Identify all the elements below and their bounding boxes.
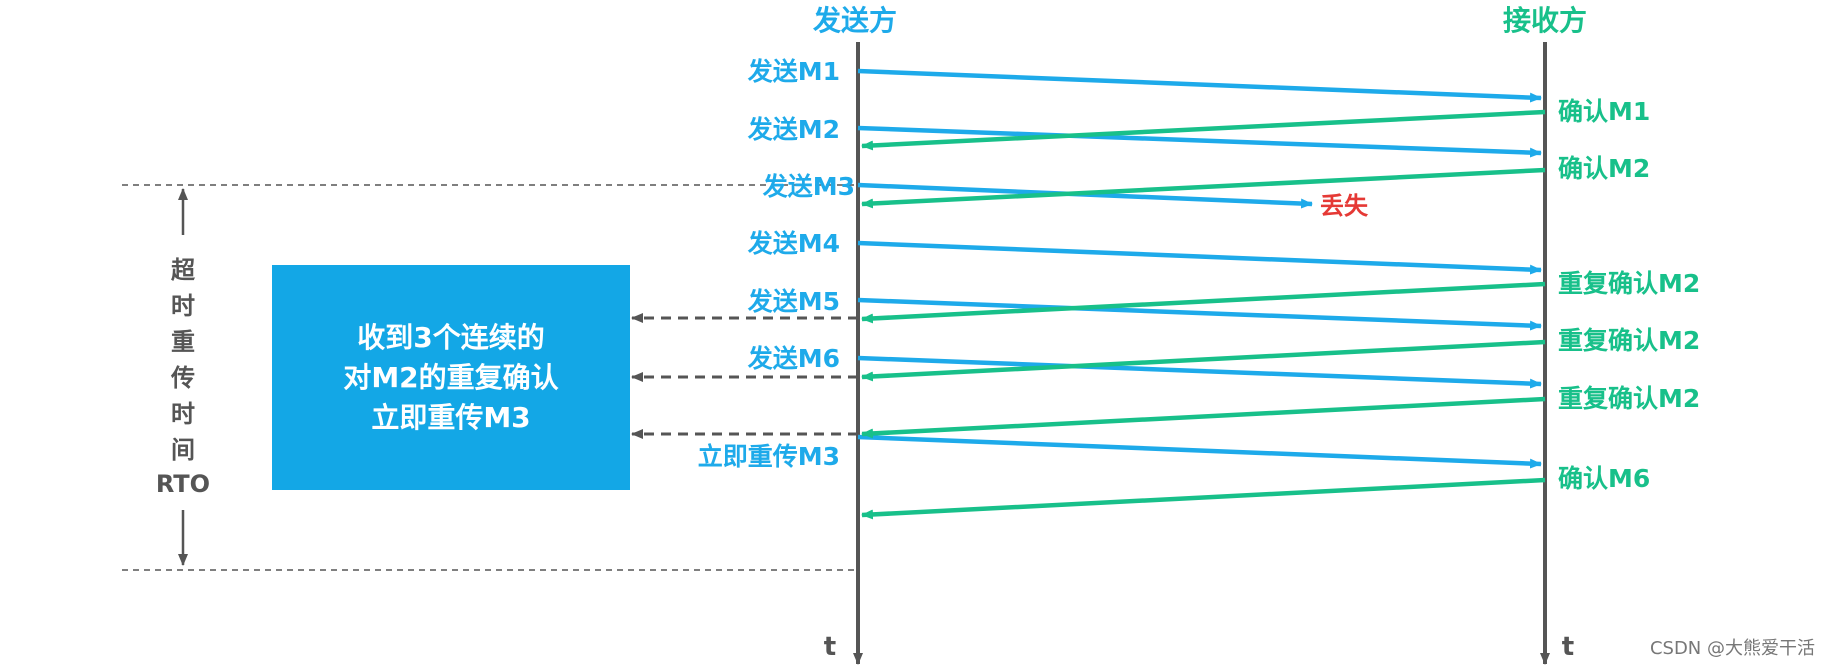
rto-char: 时 — [171, 292, 195, 320]
ack-label: 确认M1 — [1558, 97, 1650, 126]
rto-char: 间 — [171, 436, 195, 464]
send-m1-arrow — [857, 68, 1542, 103]
ack-label: 确认M2 — [1558, 154, 1650, 183]
retransmit-m3-arrow — [857, 434, 1542, 469]
send-m5-arrow — [857, 297, 1542, 331]
sender-title: 发送方 — [812, 4, 897, 37]
send-m2-arrow — [857, 125, 1542, 158]
note-line-1: 收到3个连续的 — [357, 321, 544, 354]
ack-label: 重复确认M2 — [1558, 269, 1700, 298]
ack-label: 重复确认M2 — [1558, 384, 1700, 413]
dup-ack-m2-1-arrow — [861, 281, 1546, 324]
send-label: 发送M4 — [747, 229, 840, 258]
receiver-time-label: t — [1562, 632, 1574, 662]
lost-label: 丢失 — [1320, 192, 1369, 220]
rto-char: 传 — [170, 364, 195, 392]
rto-char: 超 — [171, 256, 196, 284]
retransmit-label: 立即重传M3 — [698, 442, 840, 471]
send-m6-arrow — [857, 355, 1542, 389]
note-line-3: 立即重传M3 — [371, 401, 530, 434]
fast-retransmit-note-box — [272, 265, 630, 490]
ack-m1-arrow — [861, 109, 1546, 151]
note-line-2: 对M2的重复确认 — [343, 361, 558, 394]
watermark: CSDN @大熊爱干活 — [1650, 638, 1815, 659]
send-label: 发送M1 — [747, 57, 840, 86]
send-label: 发送M5 — [747, 287, 840, 316]
ack-label: 重复确认M2 — [1558, 326, 1700, 355]
dup-ack-m2-2-arrow — [861, 339, 1546, 382]
send-label: 发送M6 — [747, 344, 840, 373]
rto-abbr: RTO — [156, 470, 210, 498]
rto-char: 时 — [171, 400, 195, 428]
send-label: 发送M3 — [762, 172, 855, 201]
rto-char: 重 — [171, 328, 195, 356]
receiver-title: 接收方 — [1503, 4, 1587, 37]
sender-time-label: t — [824, 632, 836, 662]
ack-m2-arrow — [861, 167, 1546, 209]
ack-m6-arrow — [861, 477, 1546, 520]
ack-label: 确认M6 — [1558, 464, 1650, 493]
rto-label: 超 时 重 传 时 间 RTO — [156, 256, 210, 498]
dup-ack-m2-3-arrow — [861, 396, 1546, 439]
send-m4-arrow — [857, 240, 1542, 275]
send-label: 发送M2 — [747, 115, 840, 144]
